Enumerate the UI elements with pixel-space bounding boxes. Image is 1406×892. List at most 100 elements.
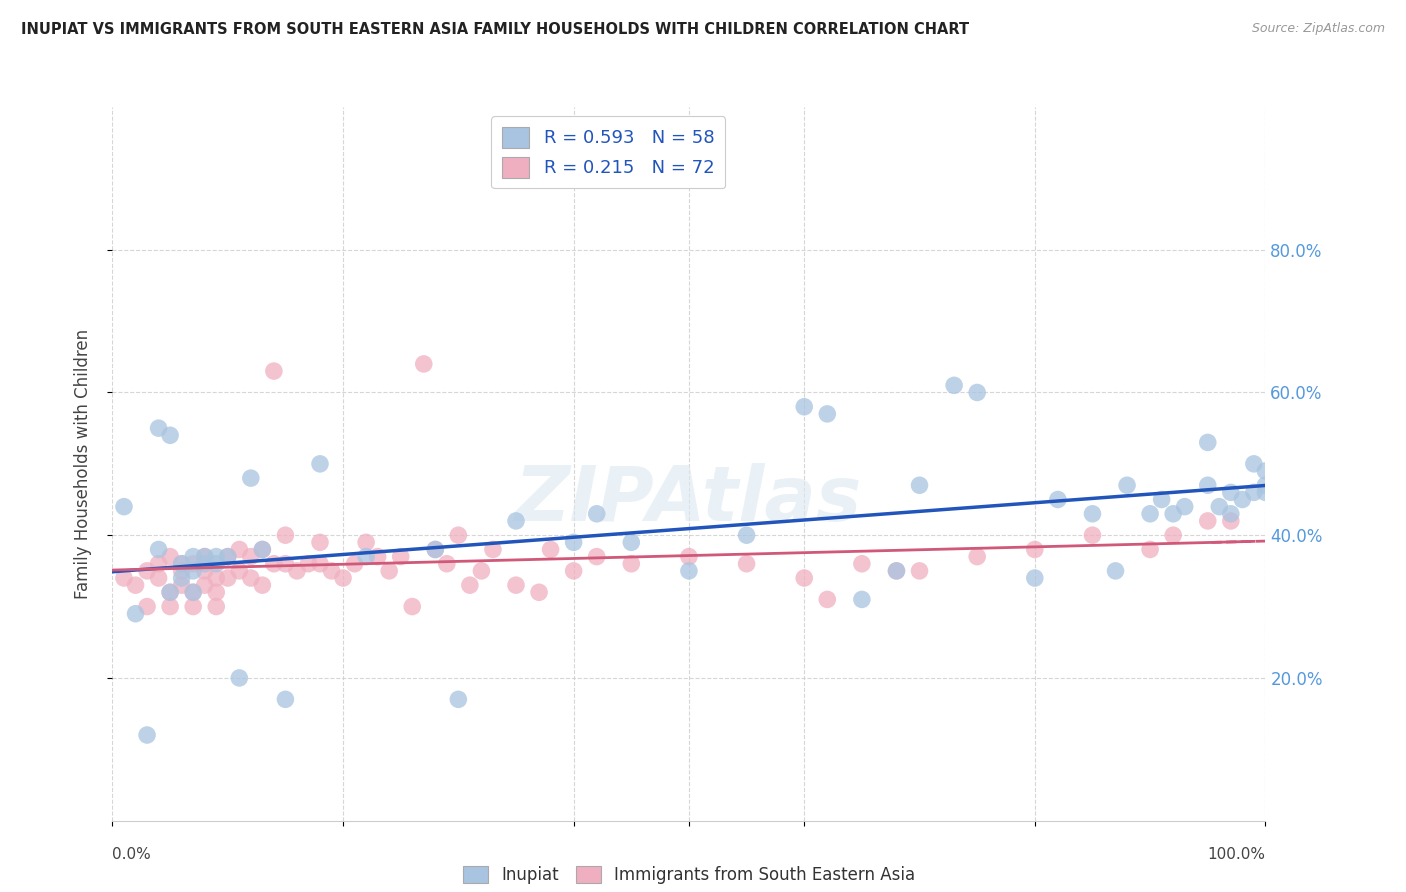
Point — [263, 364, 285, 378]
Point — [343, 557, 366, 571]
Point — [1161, 528, 1184, 542]
Point — [217, 571, 239, 585]
Point — [1174, 500, 1197, 514]
Point — [239, 571, 262, 585]
Point — [367, 549, 389, 564]
Point — [205, 557, 228, 571]
Point — [285, 564, 308, 578]
Point — [793, 571, 815, 585]
Point — [482, 542, 505, 557]
Point — [252, 542, 274, 557]
Point — [1081, 528, 1104, 542]
Point — [815, 592, 838, 607]
Point — [1219, 514, 1241, 528]
Point — [1243, 457, 1265, 471]
Point — [228, 671, 250, 685]
Point — [1116, 478, 1139, 492]
Point — [1197, 478, 1219, 492]
Point — [389, 549, 412, 564]
Point — [112, 571, 135, 585]
Point — [401, 599, 423, 614]
Point — [205, 599, 228, 614]
Point — [1254, 478, 1277, 492]
Point — [505, 514, 527, 528]
Legend: Inupiat, Immigrants from South Eastern Asia: Inupiat, Immigrants from South Eastern A… — [456, 859, 922, 891]
Point — [1081, 507, 1104, 521]
Point — [274, 692, 297, 706]
Point — [1219, 485, 1241, 500]
Point — [274, 557, 297, 571]
Point — [217, 549, 239, 564]
Point — [321, 564, 343, 578]
Point — [540, 542, 562, 557]
Point — [217, 549, 239, 564]
Point — [194, 557, 217, 571]
Text: Source: ZipAtlas.com: Source: ZipAtlas.com — [1251, 22, 1385, 36]
Point — [309, 557, 332, 571]
Point — [1139, 507, 1161, 521]
Point — [851, 592, 873, 607]
Point — [170, 571, 193, 585]
Point — [1208, 500, 1230, 514]
Point — [354, 549, 377, 564]
Point — [585, 507, 607, 521]
Point — [412, 357, 434, 371]
Point — [527, 585, 550, 599]
Text: 100.0%: 100.0% — [1208, 847, 1265, 863]
Point — [181, 557, 204, 571]
Point — [378, 564, 401, 578]
Point — [148, 542, 170, 557]
Point — [148, 557, 170, 571]
Point — [354, 535, 377, 549]
Point — [205, 585, 228, 599]
Point — [1232, 492, 1254, 507]
Point — [1024, 542, 1046, 557]
Point — [1197, 514, 1219, 528]
Point — [886, 564, 908, 578]
Point — [562, 564, 585, 578]
Point — [620, 557, 643, 571]
Point — [205, 549, 228, 564]
Point — [1243, 485, 1265, 500]
Point — [678, 564, 700, 578]
Point — [194, 549, 217, 564]
Point — [159, 585, 181, 599]
Y-axis label: Family Households with Children: Family Households with Children — [73, 329, 91, 599]
Point — [793, 400, 815, 414]
Point — [252, 578, 274, 592]
Point — [228, 564, 250, 578]
Point — [112, 500, 135, 514]
Point — [447, 528, 470, 542]
Point — [678, 549, 700, 564]
Point — [1150, 492, 1173, 507]
Point — [136, 599, 159, 614]
Point — [562, 535, 585, 549]
Point — [239, 549, 262, 564]
Point — [943, 378, 966, 392]
Point — [124, 607, 146, 621]
Point — [170, 557, 193, 571]
Point — [1024, 571, 1046, 585]
Text: 0.0%: 0.0% — [112, 847, 152, 863]
Point — [148, 571, 170, 585]
Point — [181, 549, 204, 564]
Point — [585, 549, 607, 564]
Point — [470, 564, 492, 578]
Point — [252, 542, 274, 557]
Point — [136, 728, 159, 742]
Point — [309, 535, 332, 549]
Point — [159, 549, 181, 564]
Point — [1254, 485, 1277, 500]
Point — [447, 692, 470, 706]
Point — [908, 478, 931, 492]
Point — [124, 578, 146, 592]
Point — [170, 557, 193, 571]
Point — [297, 557, 319, 571]
Point — [851, 557, 873, 571]
Point — [194, 564, 217, 578]
Point — [436, 557, 458, 571]
Point — [735, 528, 758, 542]
Point — [181, 599, 204, 614]
Point — [458, 578, 481, 592]
Point — [181, 585, 204, 599]
